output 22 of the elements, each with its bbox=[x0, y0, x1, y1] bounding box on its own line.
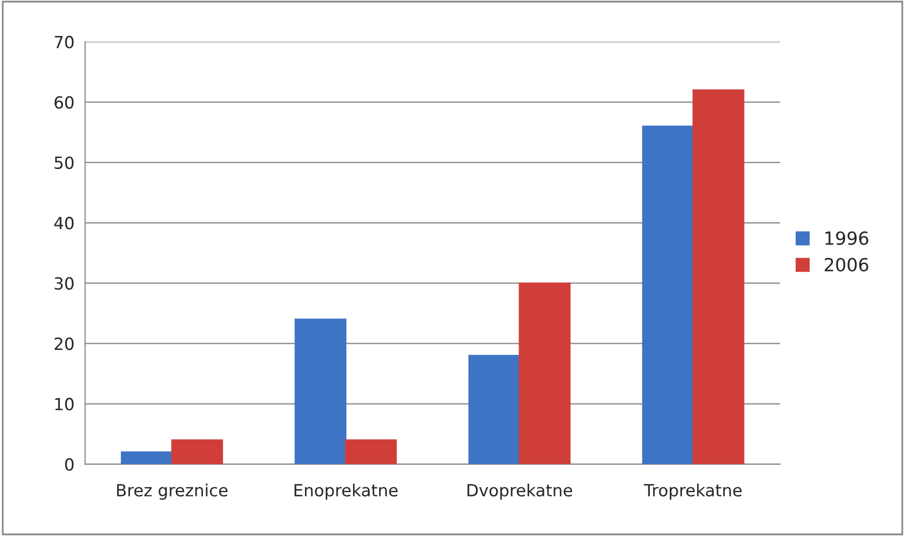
y-tick-label: 60 bbox=[54, 96, 74, 109]
bar bbox=[345, 439, 397, 464]
y-tick-label: 50 bbox=[54, 156, 74, 170]
bar bbox=[171, 439, 224, 464]
y-tick-label: 20 bbox=[54, 337, 74, 350]
bar bbox=[294, 318, 346, 464]
x-tick-label: Enoprekatne bbox=[294, 484, 398, 500]
y-tick-label: 40 bbox=[54, 216, 74, 230]
legend-label: 1996 bbox=[825, 231, 868, 245]
bar bbox=[692, 89, 744, 464]
x-tick-label: Dvoprekatne bbox=[468, 484, 572, 500]
y-tick-label: 70 bbox=[54, 36, 74, 48]
x-tick-label: Troprekatne bbox=[644, 484, 742, 500]
x-tick-label: Brez greznice bbox=[117, 484, 228, 500]
bar bbox=[120, 451, 173, 464]
bar bbox=[642, 126, 694, 464]
y-tick-label: 10 bbox=[55, 398, 74, 410]
y-tick-label: 30 bbox=[54, 277, 74, 290]
legend-label: 2006 bbox=[824, 258, 868, 272]
y-tick-label: 0 bbox=[65, 458, 74, 471]
bar bbox=[468, 354, 520, 464]
bar bbox=[518, 282, 571, 464]
